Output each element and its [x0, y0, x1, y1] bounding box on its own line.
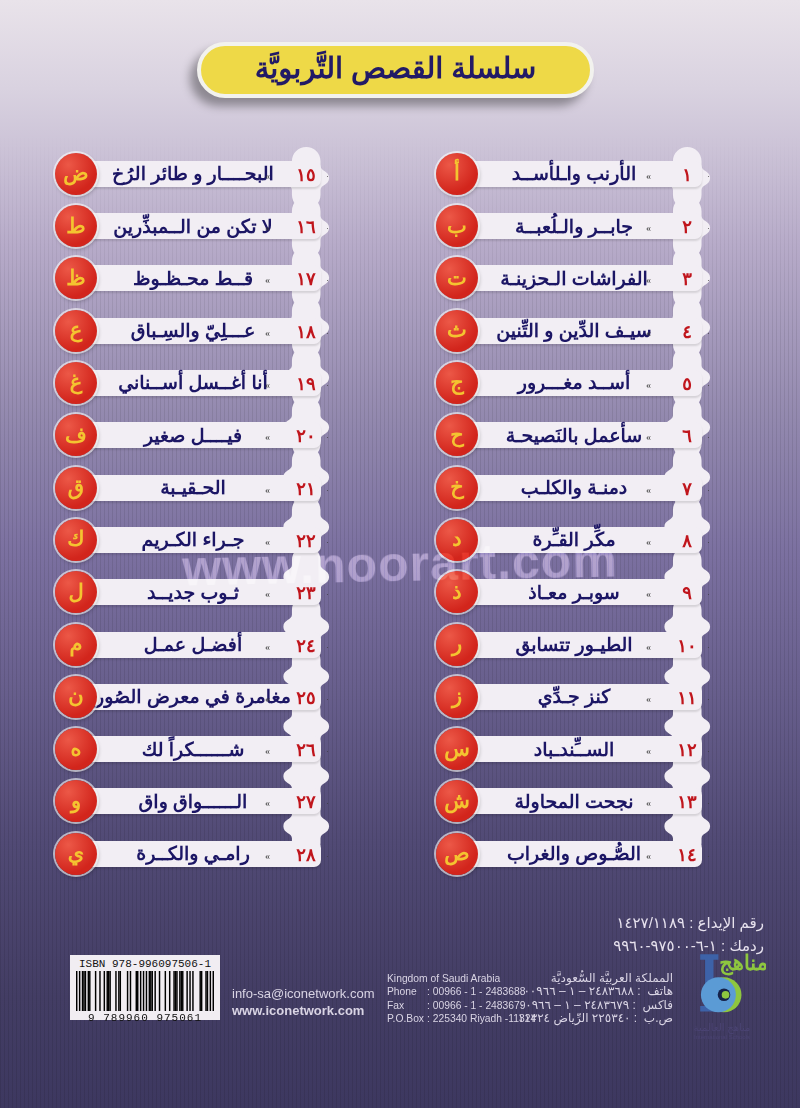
svg-text:مناهج: مناهج: [719, 951, 766, 976]
